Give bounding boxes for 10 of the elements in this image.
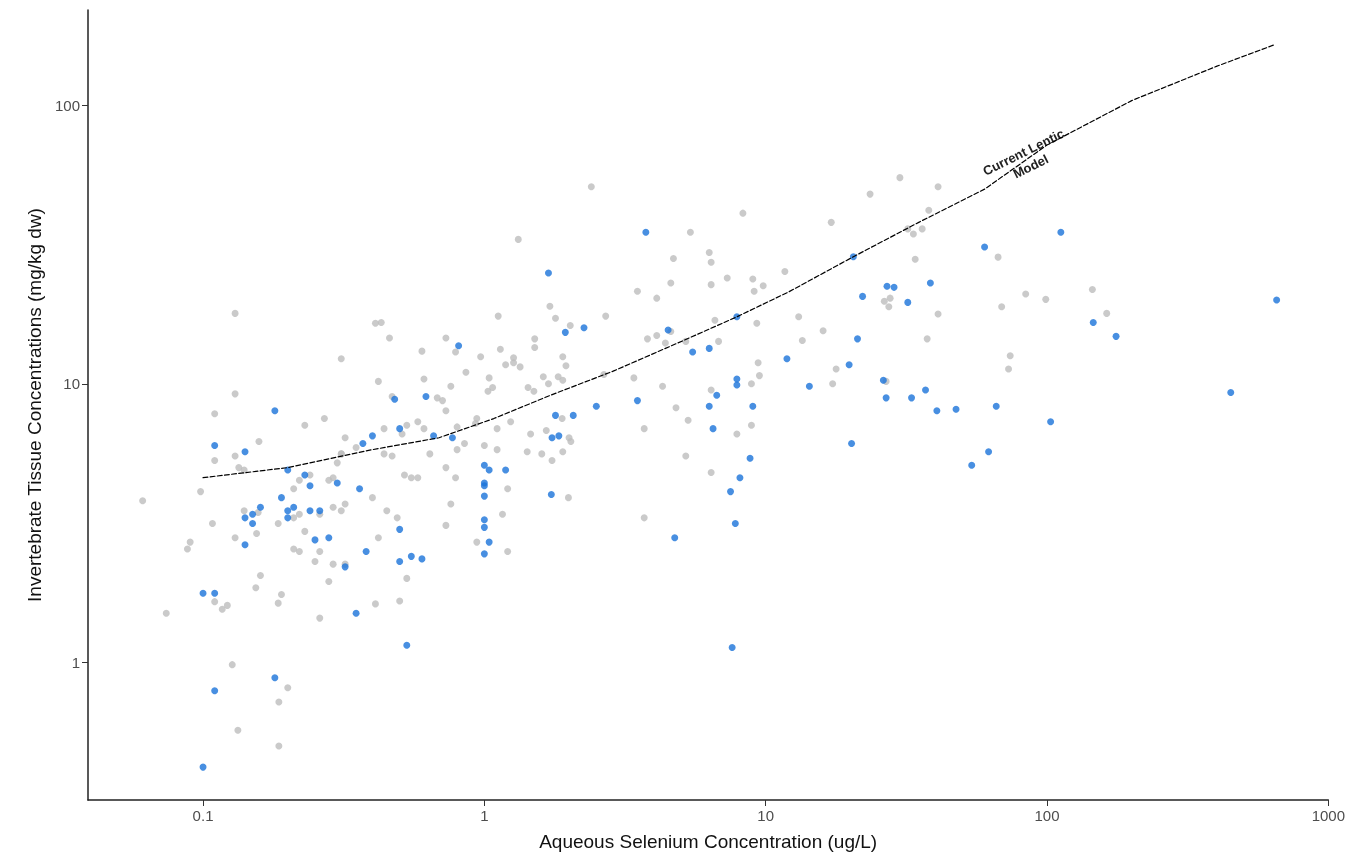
y-tick-label: 100 xyxy=(54,96,80,114)
x-axis-title: Aqueous Selenium Concentration (ug/L) xyxy=(539,831,878,852)
y-tick-label: 1 xyxy=(71,653,80,671)
x-tick-label: 100 xyxy=(1034,807,1060,824)
x-tick-label: 1 xyxy=(480,807,489,824)
x-tick-label: 0.1 xyxy=(192,807,214,824)
y-tick-label: 10 xyxy=(63,375,80,393)
y-axis-title: Invertebrate Tissue Concentrations (mg/kg dw) xyxy=(24,208,45,602)
x-tick-label: 10 xyxy=(757,807,775,824)
x-tick-label: 1000 xyxy=(1311,807,1345,824)
